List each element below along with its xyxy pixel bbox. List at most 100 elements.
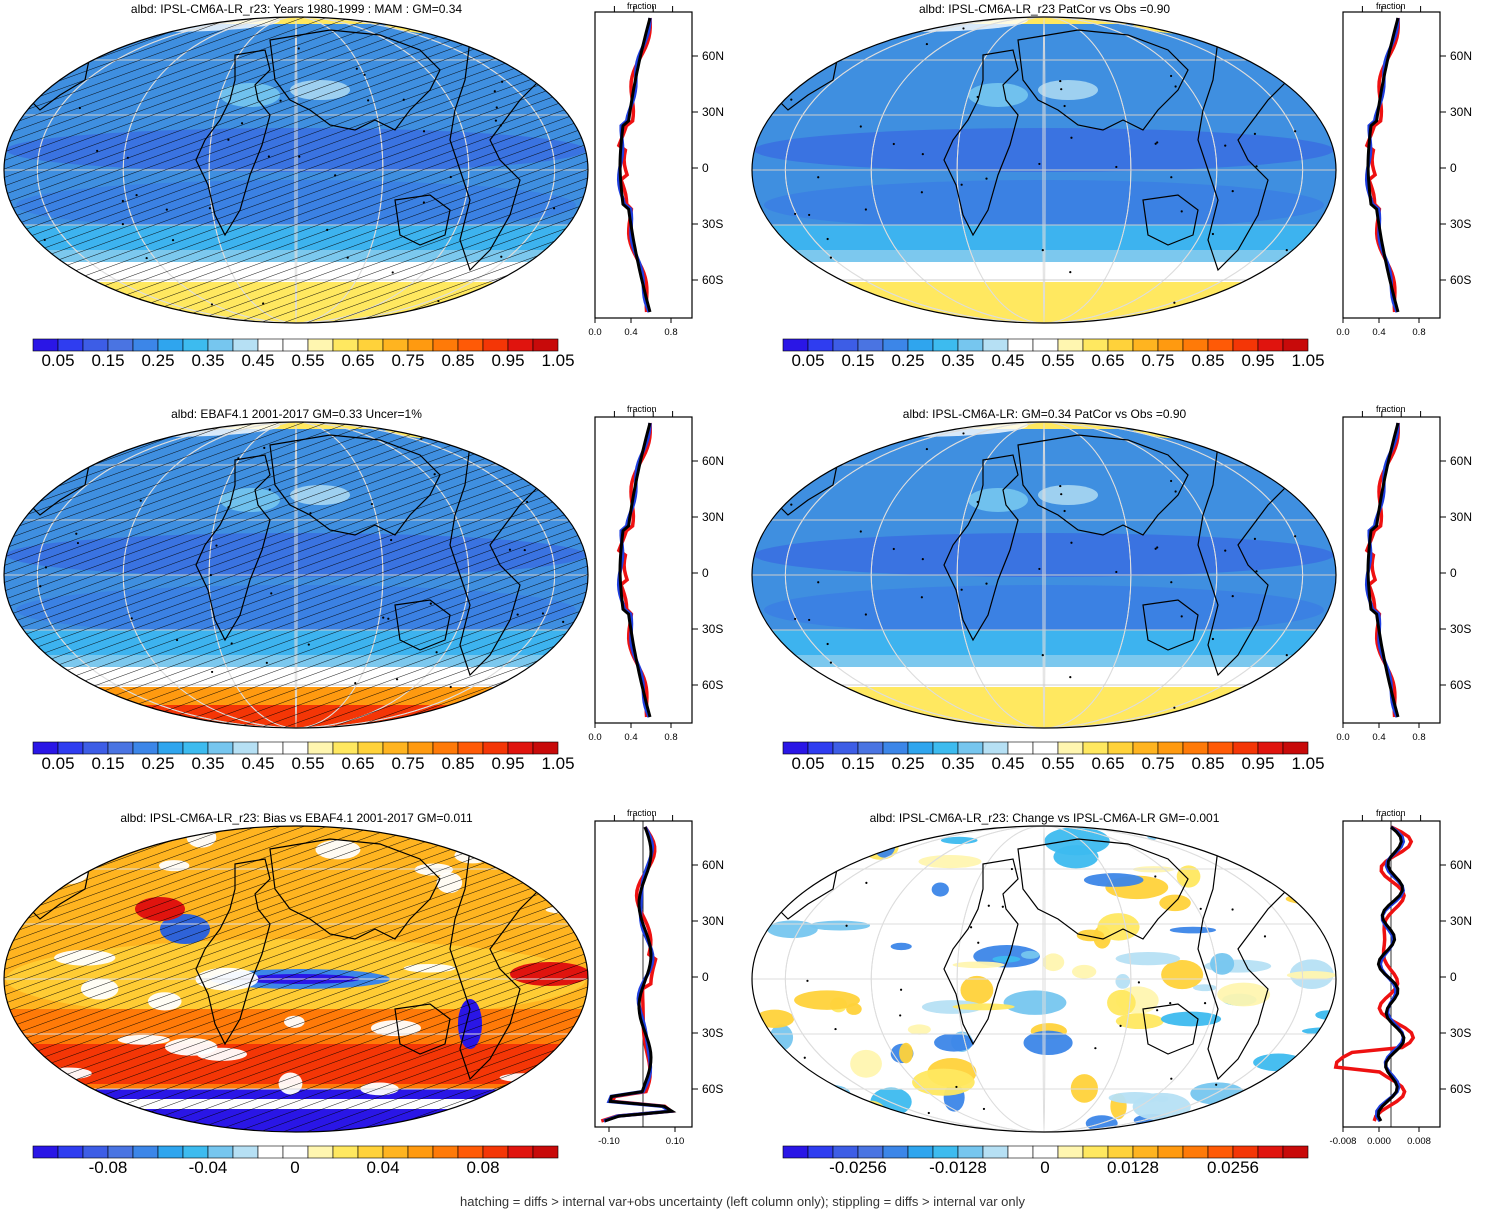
stipple: [806, 979, 809, 982]
colorbar-swatch: [182, 741, 209, 755]
stipple: [1156, 1009, 1159, 1012]
colorbar-swatch: [1107, 741, 1134, 755]
hatching: [4, 422, 588, 728]
colorbar-swatch: [482, 338, 509, 352]
stipple: [1154, 875, 1157, 878]
profile-x-tick-label: 0.4: [624, 327, 638, 338]
stipple: [955, 1085, 958, 1089]
colorbar-tick-label: 0.45: [241, 351, 275, 370]
coastline: [943, 454, 1019, 642]
stipple: [494, 119, 497, 122]
stipple: [211, 670, 214, 674]
stipple: [81, 24, 85, 27]
profile-lat-label: 0: [702, 161, 709, 175]
colorbar-tick-label: 0.55: [1041, 351, 1075, 370]
stipple: [1156, 546, 1159, 549]
colorbar-swatch: [532, 1145, 559, 1159]
stipple: [1224, 549, 1227, 552]
stipple: [422, 130, 426, 133]
stipple: [1063, 104, 1066, 108]
colorbar-swatch: [932, 1145, 959, 1159]
stipple: [1252, 851, 1256, 854]
stipple: [165, 208, 168, 211]
map-border: [751, 825, 1337, 1133]
stipple: [209, 573, 212, 577]
stipple: [794, 617, 797, 621]
stipple: [420, 437, 423, 440]
panel-title: albd: IPSL-CM6A-LR_r23: Change vs IPSL-C…: [869, 811, 1220, 825]
stipple: [237, 457, 240, 460]
stipple: [921, 153, 924, 156]
zonal-profile: [1333, 815, 1446, 1132]
stipple: [433, 473, 436, 476]
stipple: [1231, 190, 1234, 193]
stipple: [1303, 1093, 1306, 1096]
stipple: [1069, 271, 1072, 274]
colorbar-swatch: [332, 338, 359, 352]
stipple: [565, 293, 568, 296]
stipple: [1170, 176, 1173, 179]
colorbar-tick-label: 0.85: [1191, 754, 1225, 773]
colorbar-swatch: [457, 338, 484, 352]
colorbar-swatch: [1157, 741, 1184, 755]
colorbar-swatch: [482, 1145, 509, 1159]
stipple: [779, 304, 782, 308]
colorbar-swatch: [857, 338, 884, 352]
coastline: [1142, 599, 1199, 651]
profile-caption: fraction: [627, 404, 657, 414]
profile-lat-label: 30N: [702, 105, 725, 119]
map-border: [3, 421, 589, 729]
profile-line-black: [1376, 825, 1406, 1122]
stipple: [175, 638, 179, 642]
stipple: [240, 122, 244, 125]
colorbar-tick-label: 0.65: [341, 351, 375, 370]
stipple: [495, 106, 498, 109]
stipple: [298, 155, 301, 158]
stipple: [1285, 249, 1288, 252]
profile-lat-label: 30N: [1450, 510, 1473, 524]
colorbar-swatch: [1232, 338, 1259, 352]
profile-frame: [1342, 11, 1441, 319]
colorbar-swatch: [1182, 1145, 1209, 1159]
footnote: hatching = diffs > internal var+obs unce…: [460, 1194, 1025, 1209]
stipple: [1038, 567, 1041, 571]
colorbar-swatch: [82, 741, 109, 755]
colorbar-swatch: [1257, 1145, 1284, 1159]
profile-x-tick-label: 0.8: [1412, 732, 1426, 743]
stipple: [121, 223, 124, 226]
stipple: [834, 1027, 837, 1031]
map-border: [751, 421, 1337, 729]
colorbar-swatch: [32, 741, 59, 755]
stipple: [1285, 654, 1288, 657]
stipple: [878, 425, 882, 428]
stipple: [1060, 88, 1063, 91]
stipple: [1156, 141, 1159, 144]
profile-lat-label: 60N: [702, 454, 725, 468]
stipple: [101, 450, 104, 454]
colorbar-swatch: [1082, 741, 1109, 755]
profile-frame: [1342, 416, 1441, 724]
colorbar-swatch: [307, 741, 334, 755]
stipple: [925, 447, 928, 451]
colorbar-tick-label: 0.55: [291, 754, 325, 773]
colorbar-swatch: [157, 741, 184, 755]
stipple: [1169, 479, 1173, 483]
stipple: [1203, 1002, 1207, 1005]
colorbar-swatch: [907, 741, 934, 755]
colorbar-tick-label: 0.95: [1241, 754, 1275, 773]
profile-line-black: [618, 17, 652, 313]
profile-lat-label: 60N: [1450, 454, 1473, 468]
colorbar-swatch: [207, 1145, 234, 1159]
stipple: [562, 620, 565, 623]
colorbar-swatch: [1257, 338, 1284, 352]
stipple: [227, 138, 230, 141]
colorbar-swatch: [507, 1145, 534, 1159]
colorbar-swatch: [232, 741, 259, 755]
stipple: [135, 194, 138, 197]
stipple: [523, 548, 526, 552]
colorbar-swatch: [382, 1145, 409, 1159]
colorbar: [782, 338, 1309, 352]
profile-caption: fraction: [1376, 1, 1406, 11]
stipple: [817, 581, 820, 584]
colorbar-tick-label: 0.35: [191, 351, 225, 370]
